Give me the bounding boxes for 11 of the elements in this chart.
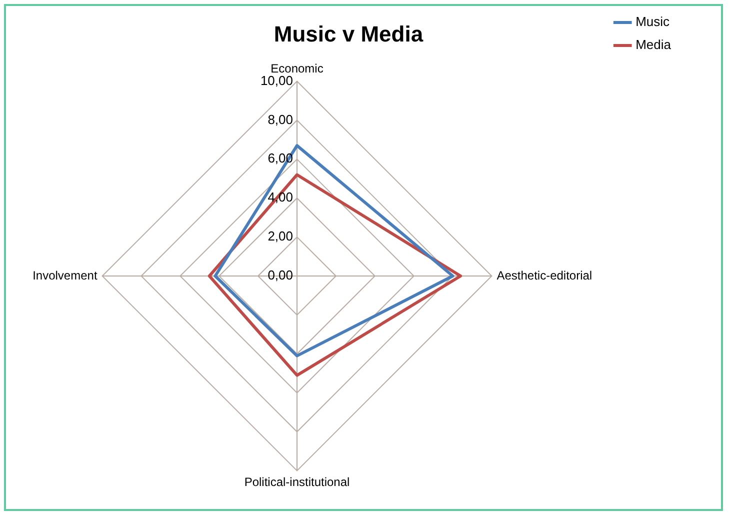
y-tick-label: 0,00 <box>268 268 293 283</box>
y-tick-label: 10,00 <box>260 72 293 88</box>
spoke-label: Economic <box>270 61 324 76</box>
legend-label: Media <box>636 37 672 52</box>
spoke-label: Political-institutional <box>244 475 350 490</box>
legend-label: Music <box>636 14 670 30</box>
y-tick-label: 2,00 <box>268 228 293 244</box>
chart-title: Music v Media <box>274 21 424 46</box>
spoke-label: Aesthetic-editorial <box>496 268 592 282</box>
y-tick-label: 8,00 <box>268 112 293 127</box>
spoke-label: Involvement <box>32 268 98 282</box>
